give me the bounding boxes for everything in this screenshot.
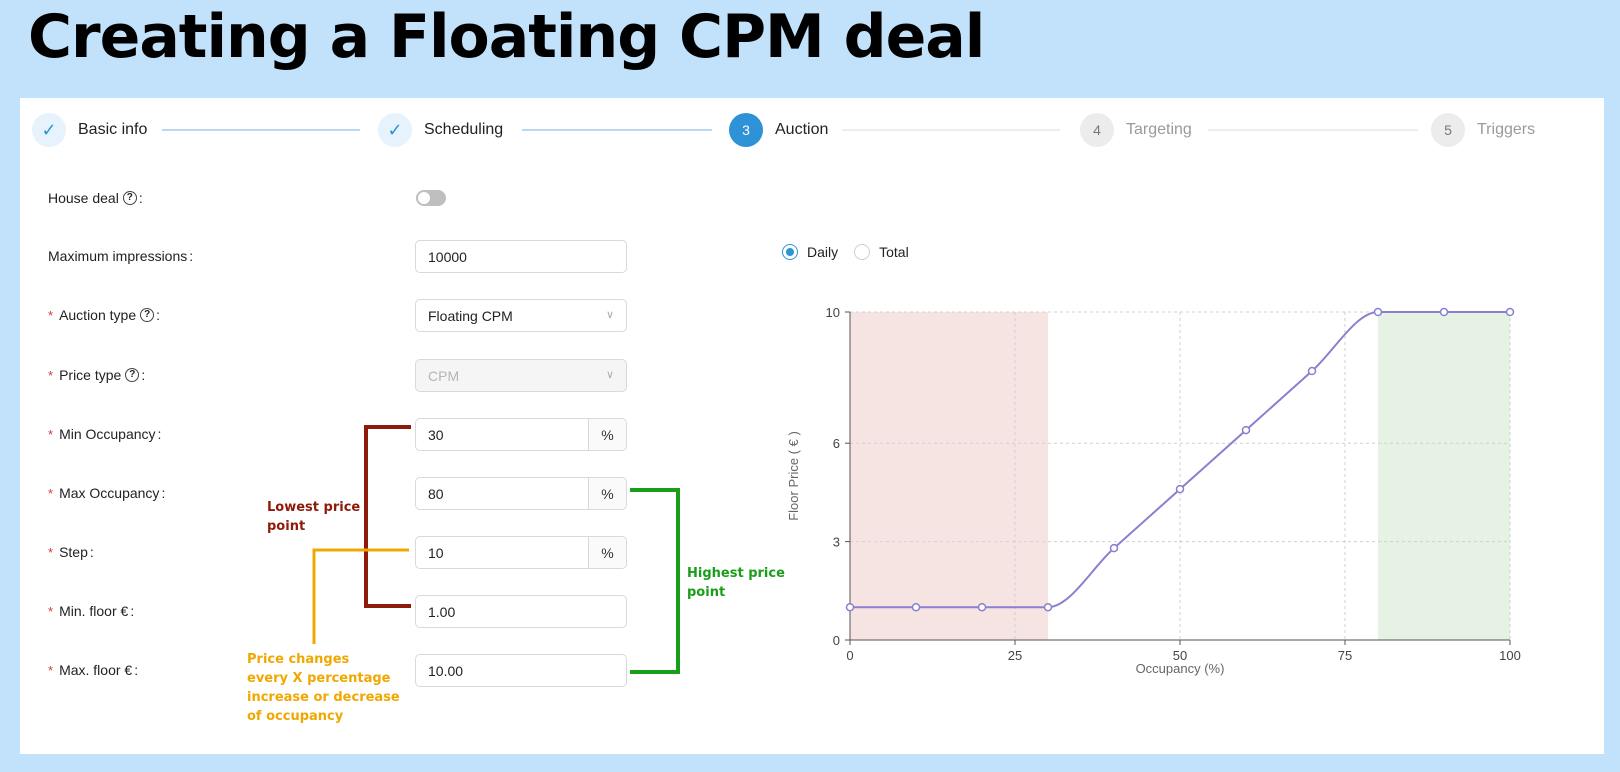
slide-title: Creating a Floating CPM deal xyxy=(28,2,985,72)
data-point xyxy=(911,602,921,612)
required-mark: * xyxy=(48,426,54,442)
check-icon: ✓ xyxy=(32,113,66,147)
low-occupancy-zone xyxy=(850,312,1048,640)
required-mark: * xyxy=(48,662,54,678)
step-label: Basic info xyxy=(78,121,148,138)
chevron-down-icon: ∨ xyxy=(605,309,614,321)
max-floor-input[interactable]: 10.00 xyxy=(415,654,627,687)
percent-addon: % xyxy=(588,478,626,509)
required-mark: * xyxy=(48,367,54,383)
step-connector xyxy=(162,129,360,131)
data-point xyxy=(1043,602,1053,612)
required-mark: * xyxy=(48,544,54,560)
min-floor-label: * Min. floor € : xyxy=(48,603,135,619)
data-point xyxy=(1109,543,1119,553)
radio-daily[interactable] xyxy=(782,244,798,260)
step-connector xyxy=(522,129,712,131)
step-label: Scheduling xyxy=(424,121,504,138)
step-number: 3 xyxy=(729,113,763,147)
x-tick-label: 75 xyxy=(1338,648,1352,663)
step-bracket xyxy=(312,548,409,644)
required-mark: * xyxy=(48,307,54,323)
chevron-down-icon: ∨ xyxy=(605,369,614,381)
step-scheduling[interactable]: ✓ Scheduling xyxy=(378,112,503,148)
max-floor-label: * Max. floor € : xyxy=(48,662,139,678)
help-icon[interactable]: ? xyxy=(140,308,155,322)
highest-price-annotation: Highest price point xyxy=(687,566,785,600)
auction-type-select[interactable]: Floating CPM ∨ xyxy=(415,299,627,332)
step-targeting[interactable]: 4 Targeting xyxy=(1080,112,1192,148)
required-mark: * xyxy=(48,485,54,501)
y-tick-label: 0 xyxy=(833,633,840,648)
max-impressions-input[interactable]: 10000 xyxy=(415,240,627,273)
x-axis-title: Occupancy (%) xyxy=(1136,661,1225,676)
data-point xyxy=(845,602,855,612)
step-auction[interactable]: 3 Auction xyxy=(729,112,828,148)
y-axis-title: Floor Price ( € ) xyxy=(786,431,801,521)
data-point xyxy=(1175,484,1185,494)
step-input[interactable]: 10 % xyxy=(415,536,627,569)
step-label: * Step : xyxy=(48,544,94,560)
percent-addon: % xyxy=(588,419,626,450)
x-tick-label: 50 xyxy=(1173,648,1187,663)
deal-form-panel: ✓ Basic info ✓ Scheduling 3 Auction 4 Ta… xyxy=(20,98,1604,754)
period-radio-group: Daily Total xyxy=(782,244,925,260)
x-tick-label: 0 xyxy=(846,648,853,663)
price-type-select: CPM ∨ xyxy=(415,359,627,392)
min-floor-input[interactable]: 1.00 xyxy=(415,595,627,628)
step-number: 4 xyxy=(1080,113,1114,147)
help-icon[interactable]: ? xyxy=(122,191,137,205)
y-tick-label: 3 xyxy=(833,535,840,550)
y-tick-label: 10 xyxy=(826,305,840,320)
toggle-knob xyxy=(418,192,430,204)
max-occupancy-label: * Max Occupancy : xyxy=(48,485,166,501)
auction-type-label: * Auction type ? : xyxy=(48,307,161,323)
min-occupancy-label: * Min Occupancy : xyxy=(48,426,162,442)
house-deal-toggle[interactable] xyxy=(416,190,446,206)
stepper: ✓ Basic info ✓ Scheduling 3 Auction 4 Ta… xyxy=(20,98,1604,162)
max-impressions-label: Maximum impressions : xyxy=(48,248,194,264)
annotation-brackets xyxy=(312,425,680,674)
price-type-label: * Price type ? : xyxy=(48,367,146,383)
house-deal-label: House deal ? : xyxy=(48,190,143,206)
data-point xyxy=(1241,425,1251,435)
step-label: Triggers xyxy=(1477,121,1536,138)
step-basic-info[interactable]: ✓ Basic info xyxy=(32,112,147,148)
data-point xyxy=(977,602,987,612)
highest-price-bracket xyxy=(630,488,680,674)
x-tick-label: 25 xyxy=(1008,648,1022,663)
max-occupancy-input[interactable]: 80 % xyxy=(415,477,627,510)
step-connector xyxy=(1208,129,1418,131)
data-point xyxy=(1439,307,1449,317)
check-icon: ✓ xyxy=(378,113,412,147)
step-annotation: Price changes every X percentage increas… xyxy=(247,652,400,724)
step-triggers[interactable]: 5 Triggers xyxy=(1431,112,1535,148)
radio-total[interactable] xyxy=(854,244,871,260)
x-tick-label: 100 xyxy=(1499,648,1521,663)
lowest-price-bracket xyxy=(364,425,411,608)
step-connector xyxy=(842,129,1060,131)
percent-addon: % xyxy=(588,537,626,568)
y-tick-label: 6 xyxy=(833,436,840,451)
step-label: Targeting xyxy=(1126,121,1192,138)
data-point xyxy=(1505,307,1515,317)
data-point xyxy=(1307,366,1317,376)
lowest-price-annotation: Lowest price point xyxy=(267,500,361,534)
help-icon[interactable]: ? xyxy=(125,368,140,382)
min-occupancy-input[interactable]: 30 % xyxy=(415,418,627,451)
high-occupancy-zone xyxy=(1378,312,1510,640)
data-point xyxy=(1373,307,1383,317)
step-number: 5 xyxy=(1431,113,1465,147)
step-label: Auction xyxy=(775,121,829,138)
required-mark: * xyxy=(48,603,54,619)
